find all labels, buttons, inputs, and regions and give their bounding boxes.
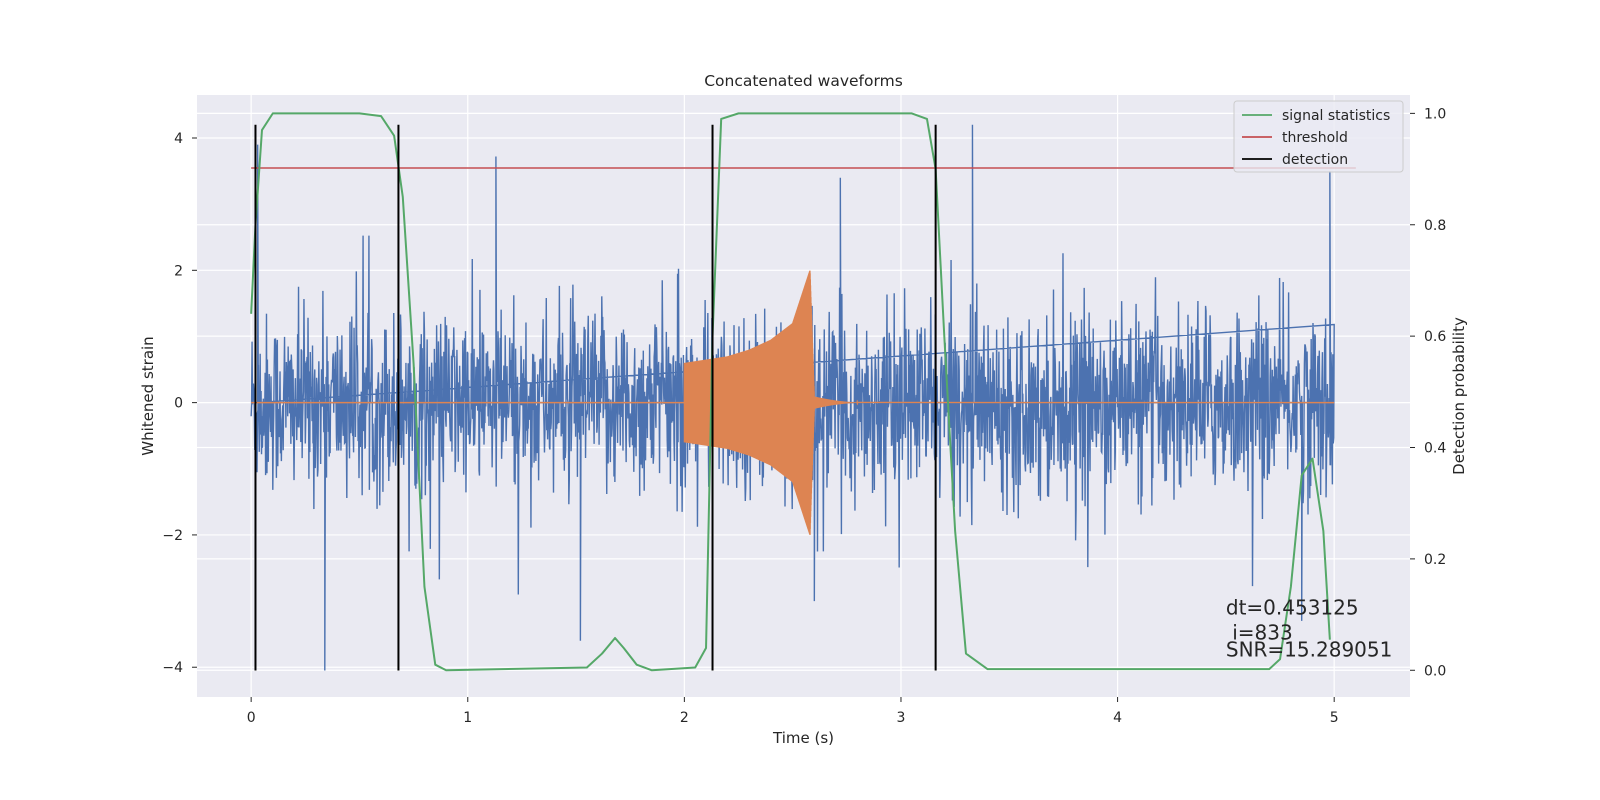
y2-tick-label: 0.2 (1424, 552, 1446, 568)
annotation-text: dt=0.453125 (1226, 596, 1359, 620)
y2-tick-label: 0.6 (1424, 329, 1446, 345)
x-tick-label: 4 (1113, 710, 1122, 726)
x-tick-label: 3 (897, 710, 906, 726)
x-tick-label: 2 (680, 710, 689, 726)
x-axis-ticks: 0 1 2 3 4 5 (247, 697, 1339, 726)
y-axis-ticks: −4 −2 0 2 4 (162, 131, 197, 676)
y2-tick-label: 0.8 (1424, 218, 1446, 234)
x-tick-label: 5 (1330, 710, 1339, 726)
x-tick-label: 0 (247, 710, 256, 726)
x-tick-label: 1 (463, 710, 472, 726)
y2-tick-label: 0.4 (1424, 441, 1446, 457)
legend-box (1233, 100, 1404, 173)
data-layer (250, 112, 1356, 672)
y2-tick-label: 0.0 (1424, 663, 1446, 679)
annotation-text: i=833 (1226, 621, 1293, 645)
y-tick-label: −4 (162, 660, 183, 676)
y-tick-label: 0 (174, 396, 183, 412)
legend-label: detection (1282, 152, 1348, 168)
y-axis-label: Whitened strain (139, 336, 157, 455)
y2-axis-label: Detection probability (1450, 317, 1468, 475)
legend-label: signal statistics (1282, 108, 1390, 124)
signal-statistics-line (250, 112, 1331, 672)
y-tick-label: 2 (174, 263, 183, 279)
legend-label: threshold (1282, 130, 1348, 146)
y-tick-label: −2 (162, 528, 183, 544)
annotation-text: SNR=15.289051 (1226, 637, 1392, 661)
y-tick-label: 4 (174, 131, 183, 147)
chart-title: Concatenated waveforms (704, 72, 903, 90)
y2-axis-ticks: 0.0 0.2 0.4 0.6 0.8 1.0 (1410, 106, 1446, 679)
y2-tick-label: 1.0 (1424, 106, 1446, 122)
x-axis-label: Time (s) (772, 729, 834, 747)
legend: signal statistics threshold detection (1233, 100, 1404, 173)
